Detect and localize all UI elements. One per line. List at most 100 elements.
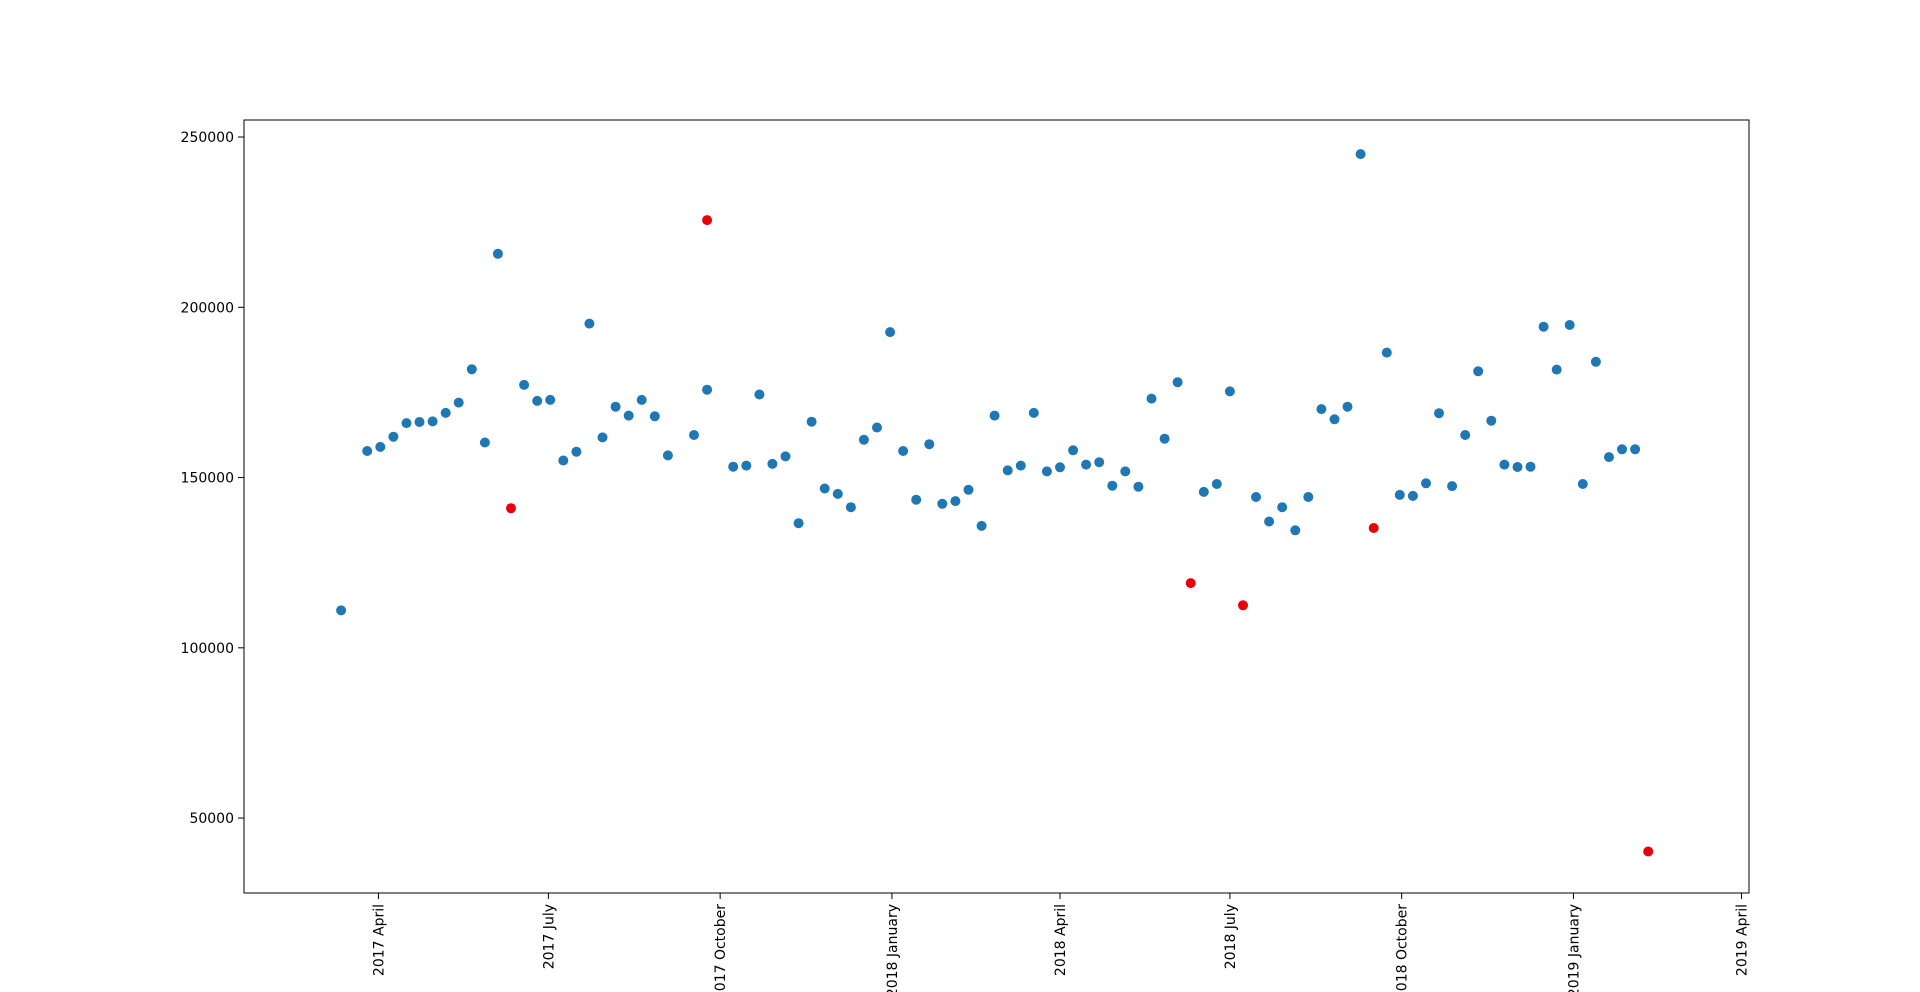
data-point <box>845 502 856 513</box>
x-tick-label: 2018 October <box>1395 904 1411 992</box>
data-point <box>427 416 438 427</box>
data-point <box>636 394 647 405</box>
data-point <box>388 431 399 442</box>
y-tick-label: 100000 <box>181 641 234 657</box>
data-point <box>1198 486 1209 497</box>
data-point <box>1368 523 1379 533</box>
data-point <box>1303 492 1314 502</box>
x-tick-label: 2018 April <box>1053 904 1069 976</box>
data-point <box>440 407 451 418</box>
data-point <box>1355 149 1366 160</box>
data-point <box>1577 479 1588 489</box>
data-point <box>1041 466 1052 477</box>
data-point <box>401 418 412 429</box>
data-point <box>937 498 948 509</box>
data-point <box>1551 364 1562 375</box>
data-point <box>950 496 961 507</box>
data-point <box>1316 404 1327 415</box>
data-point <box>780 451 791 462</box>
data-point <box>1015 460 1026 471</box>
data-point <box>728 461 739 472</box>
data-point <box>885 327 896 338</box>
data-point <box>976 520 987 531</box>
x-tick-label: 2018 January <box>885 904 901 992</box>
data-point <box>1159 433 1170 444</box>
data-point <box>1329 414 1340 425</box>
y-tick-label: 150000 <box>181 471 234 487</box>
data-point <box>558 455 569 466</box>
data-point <box>662 450 673 461</box>
data-point <box>702 215 713 226</box>
data-point <box>1224 386 1235 397</box>
data-point <box>767 458 778 469</box>
data-point <box>1486 415 1497 426</box>
data-point <box>989 410 1000 421</box>
data-point <box>1394 489 1405 500</box>
data-point <box>571 446 582 457</box>
y-tick-label: 50000 <box>189 811 234 827</box>
data-point <box>336 605 347 616</box>
data-point <box>479 437 490 448</box>
data-point <box>1460 430 1471 440</box>
data-point <box>832 488 843 499</box>
plot-area-frame <box>243 119 1750 894</box>
x-tick-label: 2017 October <box>713 904 729 992</box>
data-point <box>1068 445 1079 456</box>
data-point <box>492 248 503 259</box>
data-point <box>362 446 373 456</box>
data-point <box>453 397 464 408</box>
data-point <box>532 395 543 406</box>
data-point <box>1277 502 1288 513</box>
x-tick-label: 2019 January <box>1566 904 1582 992</box>
data-point <box>963 484 974 495</box>
data-point <box>1434 408 1444 419</box>
data-point <box>1525 461 1536 472</box>
data-point <box>1499 459 1510 470</box>
data-point <box>1002 465 1013 476</box>
x-tick-label: 2017 April <box>371 904 387 976</box>
y-tick-label: 200000 <box>181 300 234 316</box>
data-point <box>754 389 765 400</box>
data-point <box>1643 846 1654 857</box>
data-point <box>519 379 530 390</box>
y-tick-label: 250000 <box>181 130 234 146</box>
data-point <box>819 483 830 494</box>
x-tick-label: 2018 July <box>1223 904 1239 969</box>
data-point <box>545 394 556 405</box>
data-point <box>898 446 909 456</box>
data-point <box>1172 377 1183 388</box>
data-point <box>1421 478 1431 489</box>
data-point <box>872 422 882 433</box>
data-point <box>689 430 699 440</box>
data-point <box>793 518 804 529</box>
data-point <box>806 416 817 427</box>
data-point <box>1055 462 1065 473</box>
data-point <box>623 410 634 421</box>
data-point <box>924 439 935 450</box>
data-point <box>1447 481 1458 492</box>
data-point <box>1473 366 1484 377</box>
data-points <box>336 149 1654 857</box>
data-point <box>1107 480 1118 491</box>
data-point <box>597 432 608 443</box>
data-point <box>1211 479 1222 489</box>
x-axis: 2017 April 2017 July 2017 October 2018 Janu… <box>371 893 1751 992</box>
data-point <box>414 417 425 427</box>
data-point <box>375 441 386 452</box>
data-point <box>584 318 595 329</box>
data-point <box>1342 401 1353 412</box>
data-point <box>610 401 621 412</box>
data-point <box>1564 320 1575 330</box>
data-point <box>1251 492 1261 502</box>
data-point <box>1407 490 1418 501</box>
data-point <box>1028 407 1039 418</box>
data-point <box>1604 452 1614 463</box>
data-point <box>1081 459 1092 470</box>
data-point <box>1238 600 1248 611</box>
data-point <box>1133 481 1144 492</box>
data-point <box>1512 462 1523 472</box>
x-tick-label: 2017 July <box>541 904 557 969</box>
data-point <box>1590 356 1601 367</box>
data-point <box>858 434 869 445</box>
